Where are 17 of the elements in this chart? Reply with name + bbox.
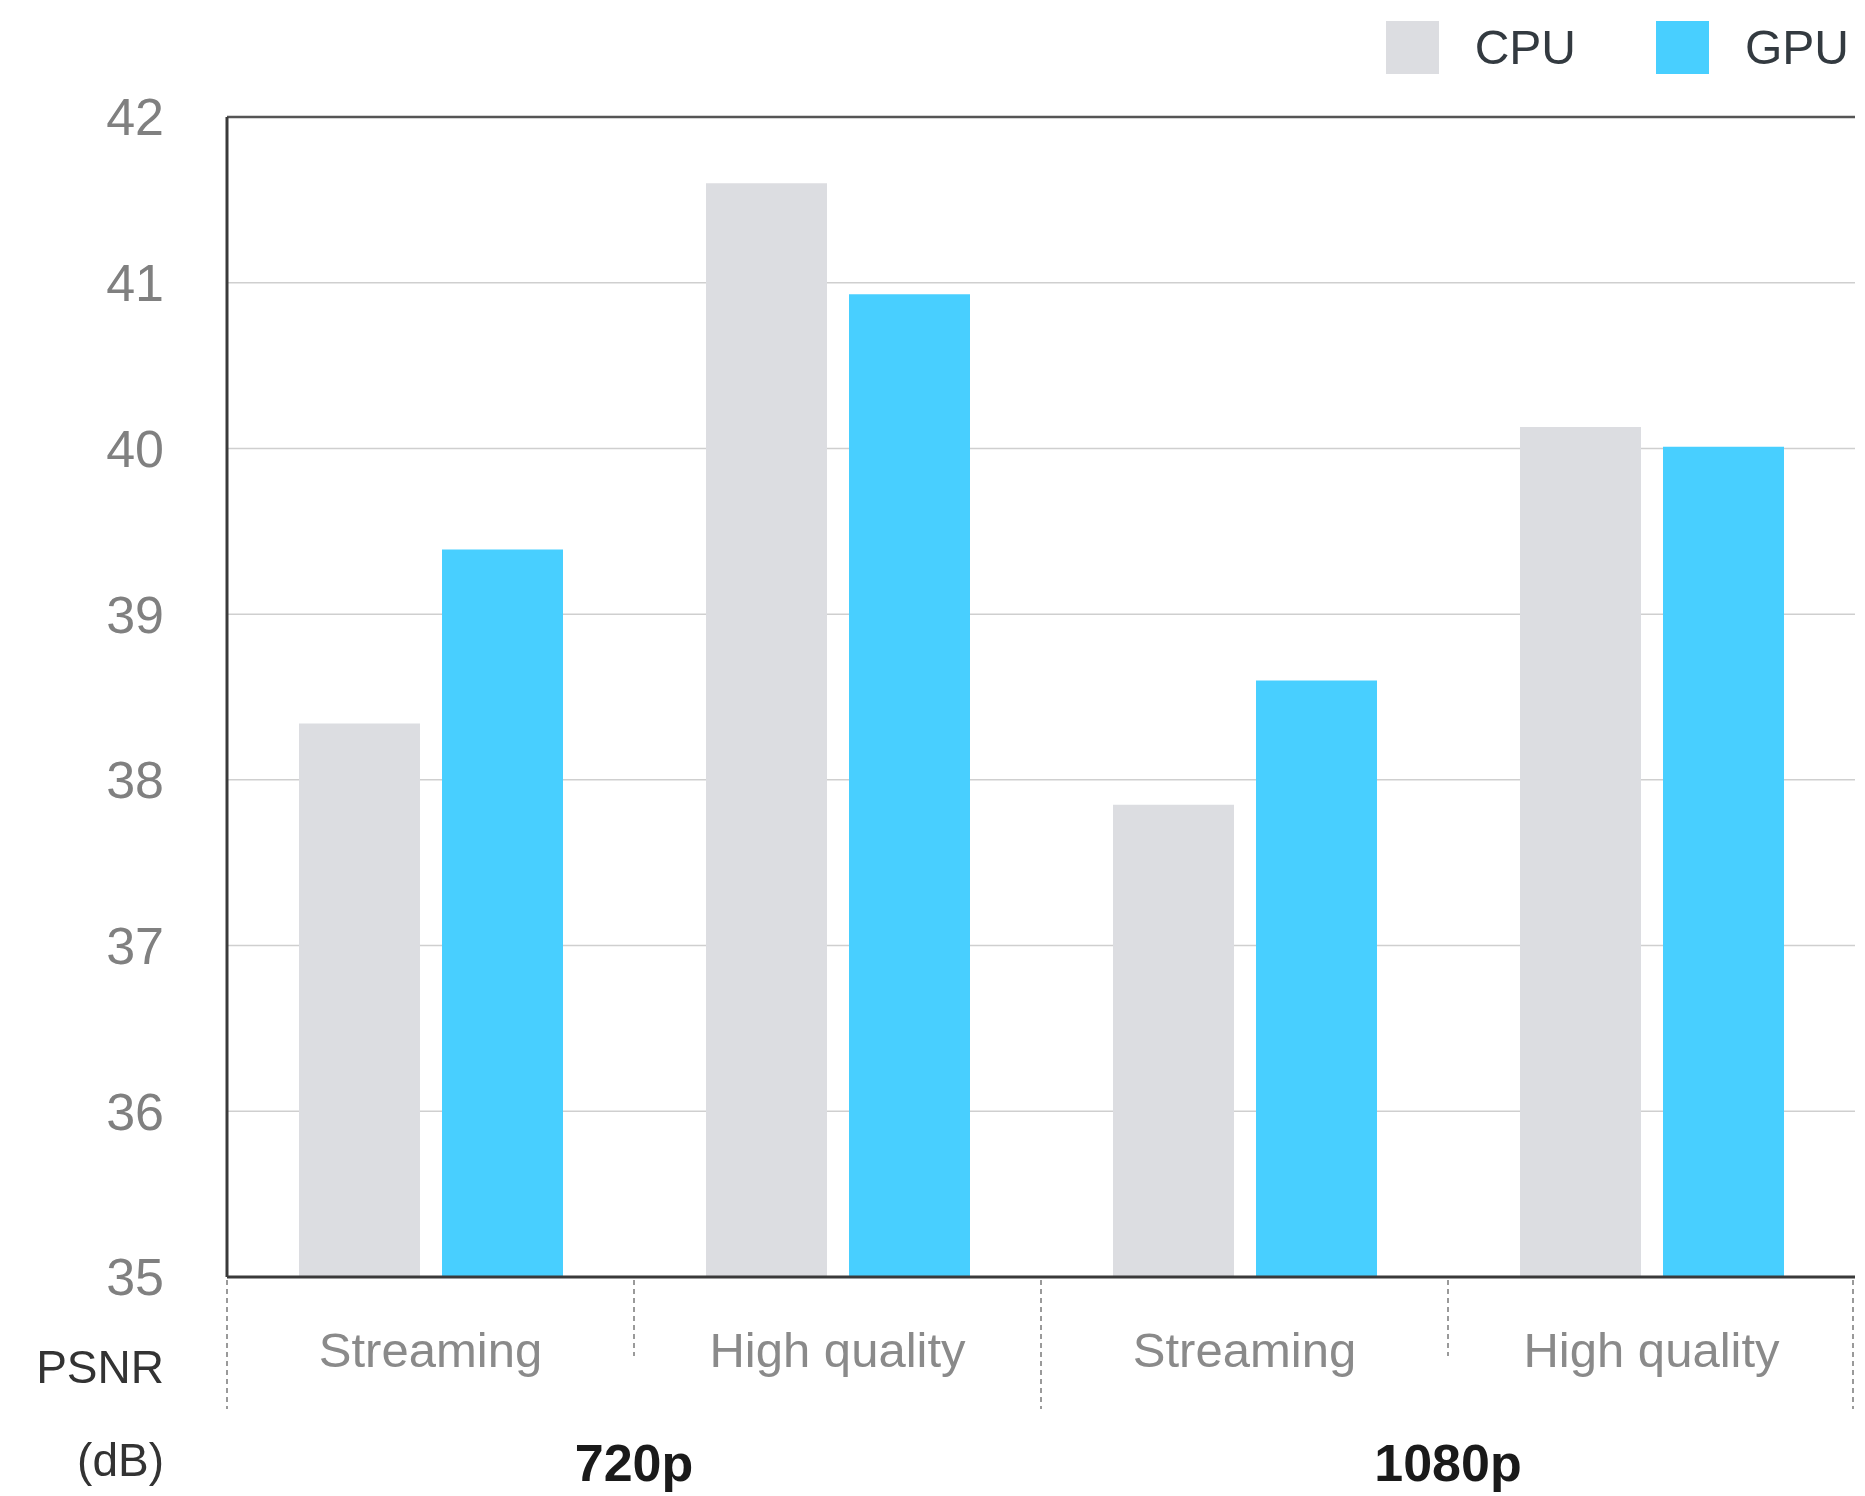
x-tick-label: High quality	[709, 1323, 967, 1377]
y-tick-label: 40	[106, 419, 164, 478]
y-tick-label: 42	[106, 88, 164, 147]
y-tick-label: 36	[106, 1082, 164, 1141]
text: 720p	[574, 1434, 694, 1492]
legend-label: GPU	[1744, 20, 1849, 75]
text: 1080p	[1374, 1434, 1522, 1492]
y-tick-label: 41	[106, 254, 164, 313]
y-axis-title: PSNR (dB)	[36, 1341, 164, 1486]
x-tick-label: Streaming	[318, 1323, 543, 1377]
legend-label: CPU	[1474, 20, 1576, 75]
y-tick-label: 37	[106, 917, 164, 976]
y-tick-label: 39	[106, 585, 164, 644]
x-tick-label: High quality	[1523, 1323, 1781, 1377]
y-tick-label: 35	[106, 1248, 164, 1307]
x-tick-label: Streaming	[1132, 1323, 1357, 1377]
y-tick-label: 38	[106, 751, 164, 810]
